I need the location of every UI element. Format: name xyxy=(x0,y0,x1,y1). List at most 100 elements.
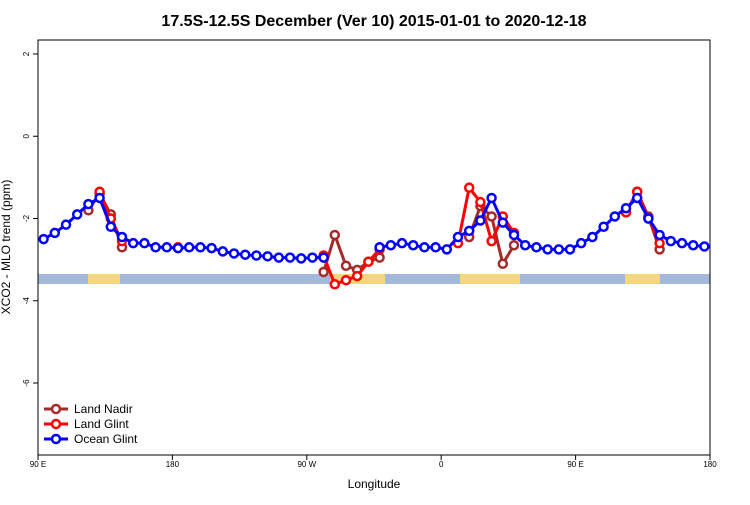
data-point xyxy=(49,227,61,239)
data-point xyxy=(407,239,419,251)
land-strip xyxy=(88,274,120,284)
series-line xyxy=(87,188,662,273)
data-point xyxy=(519,239,531,251)
data-point xyxy=(83,198,94,210)
legend-label: Land Nadir xyxy=(74,402,133,416)
data-point xyxy=(139,237,150,249)
legend-marker xyxy=(50,418,62,430)
y-tick-label: -6 xyxy=(22,379,31,387)
data-point xyxy=(60,219,72,230)
data-point xyxy=(508,239,520,251)
data-point xyxy=(699,241,710,252)
data-point xyxy=(609,211,621,222)
data-point xyxy=(340,260,352,272)
x-tick-label: 180 xyxy=(166,460,180,469)
data-point xyxy=(598,221,609,232)
data-point xyxy=(206,242,217,254)
data-point xyxy=(363,256,374,267)
land-strip xyxy=(625,274,660,284)
y-tick-label: -2 xyxy=(22,214,31,222)
series xyxy=(94,182,665,290)
series xyxy=(38,192,710,264)
legend-marker xyxy=(50,403,62,415)
data-point xyxy=(497,217,509,228)
data-point xyxy=(497,258,509,269)
data-point xyxy=(643,213,654,224)
data-point xyxy=(374,252,385,263)
series-line xyxy=(98,184,661,287)
y-tick-label: 2 xyxy=(22,51,31,56)
y-tick-label: -4 xyxy=(22,297,31,305)
data-point xyxy=(195,242,206,253)
x-tick-label: 90 W xyxy=(297,460,316,469)
data-point xyxy=(71,209,83,220)
data-point xyxy=(318,266,329,278)
data-point xyxy=(441,244,453,255)
data-point xyxy=(94,192,105,204)
data-point xyxy=(374,242,385,253)
data-point xyxy=(553,244,565,255)
data-point xyxy=(508,229,520,241)
x-tick-label: 180 xyxy=(703,460,717,469)
data-point xyxy=(127,237,139,249)
data-point xyxy=(116,231,128,243)
data-point xyxy=(396,237,408,249)
legend-label: Ocean Glint xyxy=(74,432,138,446)
y-axis-label: XCO2 - MLO trend (ppm) xyxy=(0,180,13,315)
legend-label: Land Glint xyxy=(74,417,129,431)
data-point xyxy=(183,242,195,253)
land-strip xyxy=(460,274,520,284)
data-point xyxy=(430,242,441,253)
data-point xyxy=(295,253,307,264)
data-point xyxy=(475,196,486,208)
data-point xyxy=(531,242,542,253)
data-point xyxy=(38,233,49,245)
data-point xyxy=(251,250,262,261)
chart-title: 17.5S-12.5S December (Ver 10) 2015-01-01… xyxy=(161,13,586,30)
data-point xyxy=(217,246,229,257)
series xyxy=(83,186,665,278)
y-tick-label: 0 xyxy=(22,133,31,138)
x-tick-label: 90 E xyxy=(30,460,46,469)
data-point xyxy=(486,211,497,222)
data-point xyxy=(150,242,161,253)
data-point xyxy=(631,192,643,204)
data-point xyxy=(419,242,430,253)
data-point xyxy=(329,229,341,241)
data-point xyxy=(262,251,273,262)
data-point xyxy=(340,274,352,286)
x-tick-label: 90 E xyxy=(567,460,583,469)
data-point xyxy=(587,231,598,243)
data-point xyxy=(475,215,486,226)
data-point xyxy=(351,270,363,282)
data-point xyxy=(105,221,117,232)
data-point xyxy=(575,237,587,249)
data-point xyxy=(620,202,632,214)
data-point xyxy=(307,252,318,263)
data-point xyxy=(542,244,553,255)
data-point xyxy=(486,192,497,204)
data-point xyxy=(564,244,576,255)
data-point xyxy=(452,231,464,243)
data-point xyxy=(273,252,285,263)
data-point xyxy=(385,239,397,251)
data-point xyxy=(687,239,699,251)
data-point xyxy=(654,229,665,241)
data-point xyxy=(239,249,251,260)
data-point xyxy=(228,248,240,259)
x-tick-label: 0 xyxy=(439,460,444,469)
data-point xyxy=(676,237,688,249)
data-point xyxy=(318,252,329,263)
plot-frame xyxy=(37,39,711,456)
data-point xyxy=(654,237,665,249)
x-axis-label: Longitude xyxy=(348,477,401,491)
data-point xyxy=(161,242,173,253)
data-point xyxy=(172,242,184,254)
data-point xyxy=(486,235,497,247)
data-point xyxy=(284,252,296,263)
data-point xyxy=(463,225,475,237)
data-point xyxy=(665,235,677,247)
legend-marker xyxy=(50,433,62,445)
